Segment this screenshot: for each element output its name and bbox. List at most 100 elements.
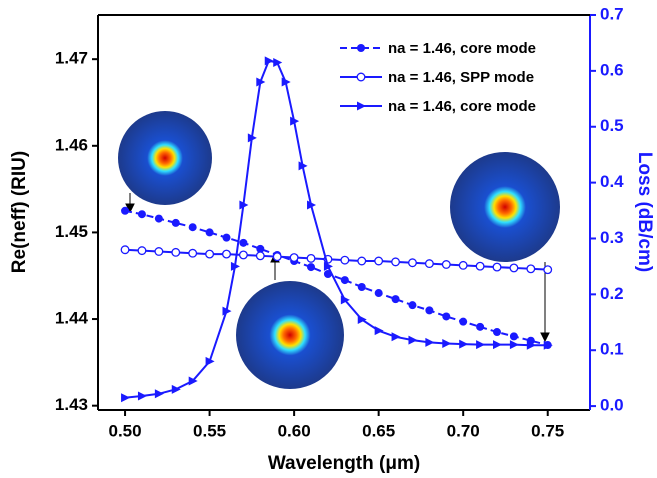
y2-tick-label: 0.3 xyxy=(600,228,624,247)
point xyxy=(475,261,485,271)
point xyxy=(340,255,350,265)
legend-marker xyxy=(357,101,366,111)
point xyxy=(458,260,468,270)
legend-marker xyxy=(357,44,365,52)
point xyxy=(272,252,282,262)
point xyxy=(476,340,486,350)
y2-tick-label: 0.5 xyxy=(600,116,624,135)
x-tick-label: 0.55 xyxy=(193,421,226,440)
point xyxy=(442,312,451,321)
point xyxy=(493,328,502,337)
point xyxy=(374,326,384,336)
point xyxy=(307,200,317,210)
point xyxy=(289,253,299,262)
legend-label: na = 1.46, SPP mode xyxy=(388,69,534,86)
point xyxy=(238,250,248,260)
point xyxy=(205,249,215,259)
mode-insets xyxy=(118,111,560,389)
point xyxy=(459,339,469,349)
point xyxy=(357,282,366,291)
x-tick-label: 0.60 xyxy=(278,421,311,440)
y-tick-label: 1.44 xyxy=(55,309,89,328)
y-axis-label: Re(neff) (RIU) xyxy=(9,151,30,273)
point xyxy=(137,210,146,219)
point xyxy=(298,161,308,171)
point xyxy=(222,249,231,259)
point xyxy=(408,335,418,345)
point xyxy=(273,57,283,67)
point xyxy=(171,247,181,257)
mode-image xyxy=(236,281,344,389)
y-tick-label: 1.43 xyxy=(55,395,88,414)
point xyxy=(408,258,417,268)
y2-tick-label: 0.1 xyxy=(600,340,624,359)
point xyxy=(171,384,181,394)
point xyxy=(543,340,553,350)
point xyxy=(205,228,214,237)
point xyxy=(247,133,257,143)
x-tick-label: 0.75 xyxy=(531,421,564,440)
x-axis-label: Wavelength (μm) xyxy=(268,453,420,474)
y2-tick-label: 0.4 xyxy=(600,172,624,191)
point xyxy=(188,223,197,232)
point xyxy=(121,393,131,403)
point xyxy=(493,340,503,350)
point xyxy=(526,340,536,350)
point xyxy=(121,206,130,215)
y2-tick-label: 0.6 xyxy=(600,60,624,79)
y2-axis-label: Loss (dB/cm) xyxy=(634,152,655,272)
x-tick-label: 0.70 xyxy=(447,421,480,440)
point xyxy=(509,332,518,341)
y2-tick-label: 0.7 xyxy=(600,4,624,23)
y2-tick-label: 0.2 xyxy=(600,284,624,303)
point xyxy=(425,306,434,315)
point xyxy=(509,263,519,273)
y-tick-label: 1.46 xyxy=(55,135,88,154)
point xyxy=(154,247,164,256)
arrow-head xyxy=(540,332,550,343)
point xyxy=(374,256,384,266)
point xyxy=(230,261,240,271)
point xyxy=(526,264,536,274)
point xyxy=(509,340,519,350)
legend-label: na = 1.46, core mode xyxy=(388,98,536,115)
legend-label: na = 1.46, core mode xyxy=(388,40,536,57)
x-tick-label: 0.50 xyxy=(109,421,142,440)
point xyxy=(459,317,468,326)
point xyxy=(256,244,265,253)
point xyxy=(476,322,485,331)
point xyxy=(307,263,316,272)
point xyxy=(357,256,367,266)
point xyxy=(154,214,163,223)
point xyxy=(424,259,434,269)
point xyxy=(543,265,553,275)
legend-marker xyxy=(356,72,366,82)
y-tick-label: 1.47 xyxy=(55,49,88,68)
point xyxy=(357,314,367,324)
point xyxy=(205,356,215,366)
point xyxy=(222,233,231,242)
point xyxy=(154,389,164,399)
point xyxy=(239,238,248,247)
point xyxy=(239,200,249,210)
point xyxy=(137,391,147,401)
y2-tick-label: 0.0 xyxy=(600,396,624,415)
point xyxy=(188,248,198,258)
arrow-head xyxy=(125,203,135,214)
point xyxy=(188,376,198,386)
point xyxy=(171,218,180,227)
point xyxy=(408,301,417,310)
point xyxy=(442,339,452,349)
point xyxy=(425,337,435,347)
mode-image xyxy=(450,152,560,262)
point xyxy=(255,251,265,261)
point xyxy=(256,77,266,87)
point xyxy=(323,261,333,271)
point xyxy=(137,246,147,256)
point xyxy=(492,262,502,272)
point xyxy=(281,77,291,87)
point xyxy=(374,289,383,298)
point xyxy=(222,306,232,316)
x-tick-label: 0.65 xyxy=(362,421,395,440)
